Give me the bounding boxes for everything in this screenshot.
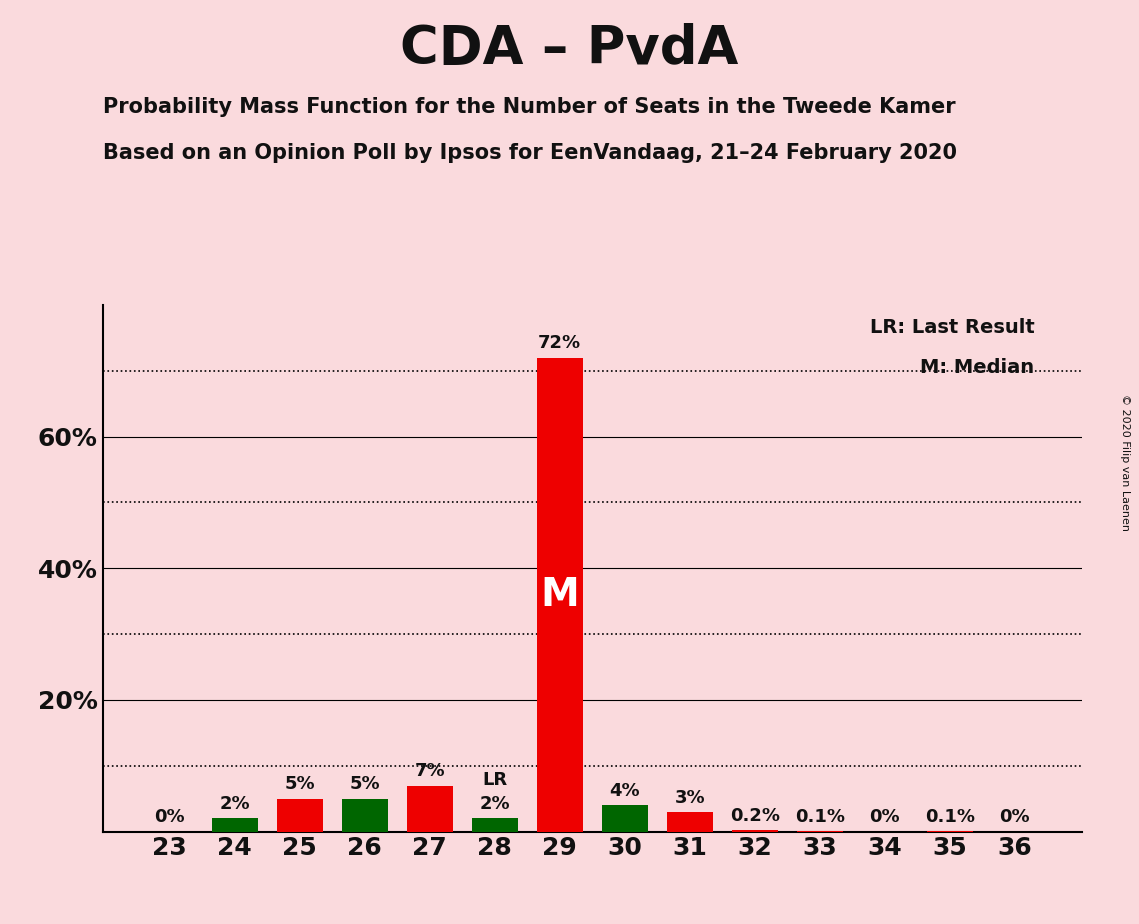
Text: 72%: 72% [539, 334, 581, 352]
Text: CDA – PvdA: CDA – PvdA [400, 23, 739, 75]
Bar [277, 798, 322, 832]
Bar [732, 831, 778, 832]
Bar [407, 785, 452, 832]
Text: 3%: 3% [674, 788, 705, 807]
Text: LR: LR [482, 771, 507, 789]
Text: 4%: 4% [609, 782, 640, 800]
Text: Probability Mass Function for the Number of Seats in the Tweede Kamer: Probability Mass Function for the Number… [103, 97, 956, 117]
Bar [342, 798, 387, 832]
Text: 5%: 5% [285, 775, 316, 794]
Text: LR: Last Result: LR: Last Result [869, 318, 1034, 337]
Bar [212, 819, 257, 832]
Text: 0%: 0% [155, 808, 186, 826]
Text: 0%: 0% [869, 808, 900, 826]
Bar [603, 805, 648, 832]
Text: M: Median: M: Median [920, 358, 1034, 377]
Text: 2%: 2% [480, 796, 510, 813]
Bar [536, 358, 582, 832]
Text: 0.1%: 0.1% [795, 808, 845, 826]
Bar [472, 819, 517, 832]
Text: M: M [540, 576, 579, 614]
Text: 7%: 7% [415, 762, 445, 780]
Bar [667, 812, 713, 832]
Text: 2%: 2% [220, 796, 251, 813]
Text: © 2020 Filip van Laenen: © 2020 Filip van Laenen [1120, 394, 1130, 530]
Text: 0%: 0% [999, 808, 1030, 826]
Text: 5%: 5% [350, 775, 380, 794]
Text: Based on an Opinion Poll by Ipsos for EenVandaag, 21–24 February 2020: Based on an Opinion Poll by Ipsos for Ee… [103, 143, 957, 164]
Text: 0.2%: 0.2% [730, 807, 780, 825]
Text: 0.1%: 0.1% [925, 808, 975, 826]
